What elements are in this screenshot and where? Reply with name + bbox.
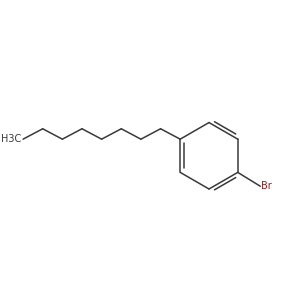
Text: H3C: H3C [2,134,22,144]
Text: Br: Br [261,181,272,191]
